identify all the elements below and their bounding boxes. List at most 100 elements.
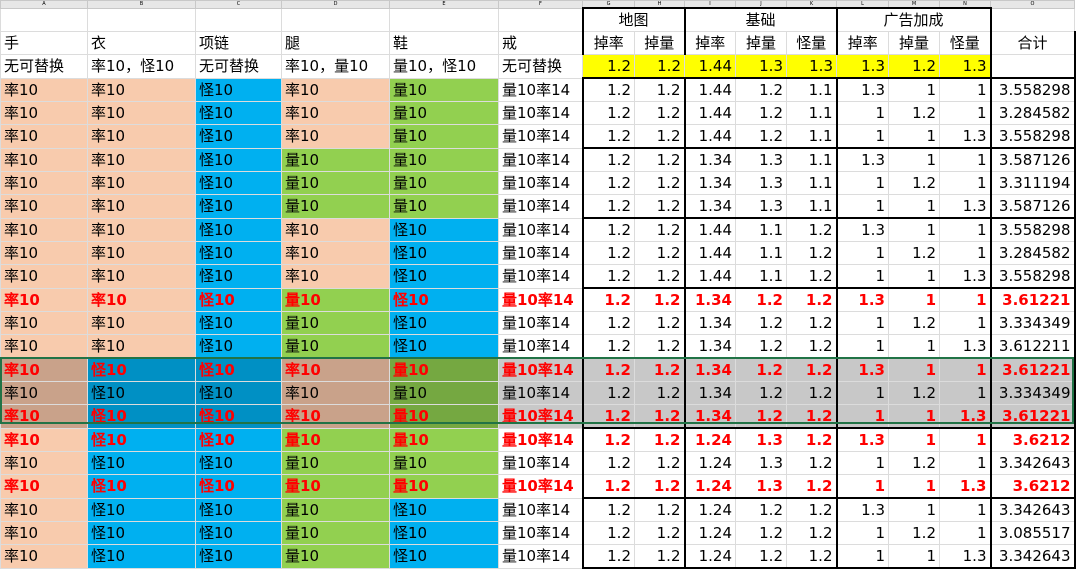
column-header[interactable]: 怪量 [786,31,837,55]
column-letter-a[interactable]: A [0,0,88,9]
value-cell[interactable]: 1.1 [786,171,837,195]
value-cell[interactable]: 1.34 [683,287,736,312]
value-cell[interactable]: 1.1 [735,217,787,242]
total-cell[interactable]: 3.284582 [989,101,1076,125]
value-cell[interactable]: 1.34 [683,194,736,219]
column-header[interactable]: 怪量 [939,31,992,55]
value-cell[interactable]: 1.3 [835,357,889,382]
value-cell[interactable]: 1 [888,264,940,289]
value-cell[interactable]: 1 [888,287,940,312]
value-cell[interactable]: 1.2 [581,357,635,382]
total-cell[interactable]: 3.6212 [989,427,1076,452]
value-cell[interactable]: 1 [939,451,991,475]
equipment-cell[interactable]: 量10率14 [498,264,583,289]
equipment-cell[interactable]: 量10 [389,381,499,405]
equipment-cell[interactable]: 怪10 [389,544,499,569]
value-cell[interactable]: 1.3 [939,334,991,359]
value-cell[interactable]: 1 [888,217,940,242]
base-value-cell[interactable]: 1.3 [939,54,991,79]
value-cell[interactable]: 1 [939,147,991,172]
equipment-cell[interactable]: 怪10 [195,171,282,195]
equipment-cell[interactable]: 率10 [0,334,88,359]
value-cell[interactable]: 1 [835,334,889,359]
equipment-cell[interactable]: 量10 [281,334,390,359]
value-cell[interactable]: 1.1 [735,241,787,265]
column-letter-e[interactable]: E [389,0,499,9]
equipment-cell[interactable]: 率10 [281,77,390,102]
equipment-cell[interactable]: 率10 [0,147,88,172]
equipment-cell[interactable]: 怪10 [195,311,282,335]
value-cell[interactable]: 1.34 [683,381,736,405]
value-cell[interactable]: 1 [888,474,940,499]
equipment-cell[interactable]: 怪10 [195,497,282,522]
total-cell[interactable]: 3.334349 [989,381,1076,405]
value-cell[interactable]: 1.2 [735,521,787,545]
equipment-cell[interactable]: 量10 [281,287,390,312]
column-letter-d[interactable]: D [281,0,390,9]
equipment-cell[interactable]: 量10率14 [498,171,583,195]
value-cell[interactable]: 1.2 [786,451,837,475]
value-cell[interactable]: 1.2 [581,194,635,219]
value-cell[interactable]: 1.2 [581,101,635,125]
equipment-cell[interactable]: 率10 [0,311,88,335]
value-cell[interactable]: 1 [939,427,991,452]
value-cell[interactable]: 1.44 [683,124,736,149]
equipment-cell[interactable]: 率10 [281,404,390,429]
value-cell[interactable]: 1.3 [735,171,787,195]
value-cell[interactable]: 1.2 [888,311,940,335]
total-cell[interactable]: 3.284582 [989,241,1076,265]
value-cell[interactable]: 1.2 [581,474,635,499]
column-header[interactable]: 掉率 [835,31,889,55]
equipment-cell[interactable]: 怪10 [389,311,499,335]
equipment-cell[interactable]: 怪10 [195,77,282,102]
equipment-cell[interactable]: 率10 [0,241,88,265]
value-cell[interactable]: 1.2 [634,217,685,242]
value-cell[interactable]: 1.2 [581,77,635,102]
value-cell[interactable]: 1.2 [634,287,685,312]
column-header[interactable]: 掉量 [888,31,940,55]
value-cell[interactable]: 1 [835,241,889,265]
column-letter-m[interactable]: M [888,0,940,9]
total-cell[interactable]: 3.558298 [989,217,1076,242]
equipment-cell[interactable]: 量10率14 [498,124,583,149]
equipment-cell[interactable]: 量10 [281,427,390,452]
equipment-cell[interactable]: 率10 [87,241,196,265]
total-cell[interactable]: 3.558298 [989,124,1076,149]
equipment-cell[interactable]: 量10 [389,77,499,102]
value-cell[interactable]: 1.2 [786,357,837,382]
equipment-cell[interactable]: 量10率14 [498,357,583,382]
value-cell[interactable]: 1.2 [888,381,940,405]
value-cell[interactable]: 1.1 [786,124,837,149]
column-header[interactable]: 掉量 [735,31,787,55]
equipment-cell[interactable]: 率10 [0,427,88,452]
equipment-cell[interactable]: 量10 [389,101,499,125]
equipment-cell[interactable]: 率10 [281,241,390,265]
value-cell[interactable]: 1.2 [888,241,940,265]
equipment-cell[interactable]: 量10率14 [498,544,583,569]
value-cell[interactable]: 1.34 [683,171,736,195]
value-cell[interactable]: 1.2 [735,77,787,102]
equipment-cell[interactable]: 量10率14 [498,334,583,359]
value-cell[interactable]: 1.34 [683,404,736,429]
equipment-cell[interactable]: 量10 [389,171,499,195]
equipment-cell[interactable]: 率10 [0,124,88,149]
total-cell[interactable]: 3.311194 [989,171,1076,195]
equipment-cell[interactable]: 率10 [0,404,88,429]
equipment-cell[interactable]: 怪10 [195,521,282,545]
column-letter-o[interactable]: O [990,0,1075,9]
value-cell[interactable]: 1.2 [581,427,635,452]
equipment-cell[interactable]: 率10 [87,77,196,102]
equipment-cell[interactable]: 率10 [0,451,88,475]
value-cell[interactable]: 1.2 [888,101,940,125]
total-cell[interactable]: 3.334349 [989,311,1076,335]
equipment-cell[interactable]: 量10 [389,404,499,429]
value-cell[interactable]: 1.2 [786,311,837,335]
equipment-cell[interactable]: 率10 [0,264,88,289]
value-cell[interactable]: 1.2 [634,451,685,475]
equipment-cell[interactable]: 率10 [0,194,88,219]
equipment-cell[interactable]: 率10 [0,497,88,522]
column-letter-h[interactable]: H [634,0,685,9]
value-cell[interactable]: 1.3 [735,194,787,219]
column-header[interactable]: 鞋 [389,31,499,55]
value-cell[interactable]: 1.3 [939,544,991,569]
